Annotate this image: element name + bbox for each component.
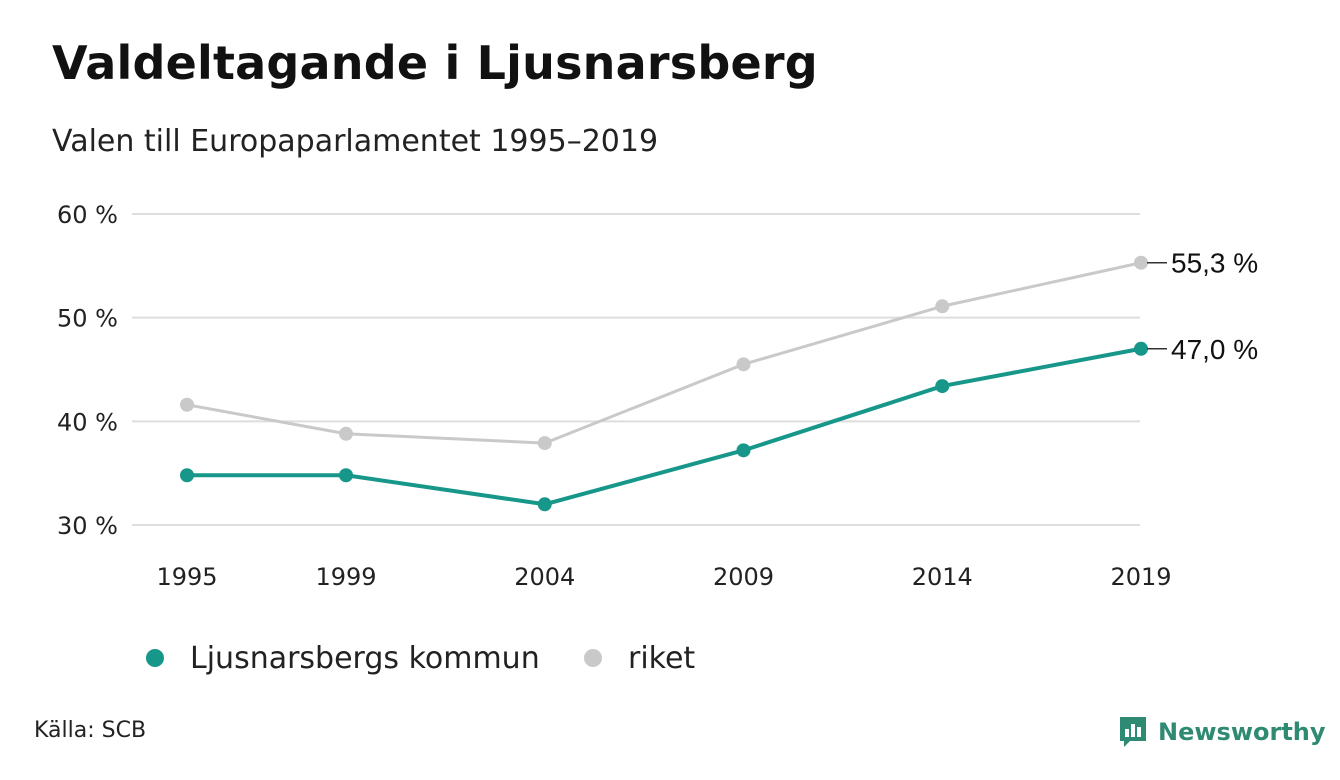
end-label-riket: 55,3 % <box>1171 248 1258 279</box>
data-point-riket-1999[interactable] <box>339 426 353 441</box>
legend-item-riket[interactable]: riket <box>584 636 695 680</box>
y-tick-label: 60 % <box>57 201 118 229</box>
series-line-riket <box>186 261 1142 445</box>
data-point-kommun-2004[interactable] <box>537 497 552 512</box>
data-point-riket-2009[interactable] <box>736 357 751 372</box>
data-point-riket-1995[interactable] <box>180 397 194 412</box>
line-chart: 30 % 40 % 50 % 60 % 1995 1999 2004 2009 2014 201… <box>57 201 1258 591</box>
data-point-riket-2019[interactable] <box>1134 255 1148 270</box>
legend-label-kommun: Ljusnarsbergs kommun <box>190 640 540 676</box>
end-label-kommun: 47,0 % <box>1171 334 1258 365</box>
x-tick-label: 2004 <box>514 563 575 591</box>
grid-layer <box>132 213 1140 526</box>
series-riket <box>180 255 1148 451</box>
series-line-kommun <box>187 346 1142 507</box>
data-point-kommun-1995[interactable] <box>180 468 194 483</box>
data-point-kommun-2019[interactable] <box>1134 341 1148 356</box>
x-tick-label: 2019 <box>1110 563 1171 591</box>
x-axis-ticks: 1995 1999 2004 2009 2014 2019 <box>156 563 1171 591</box>
y-tick-label: 40 % <box>57 408 118 436</box>
legend: Ljusnarsbergs kommun riket <box>0 636 1340 680</box>
brand-logo[interactable]: Newsworthy <box>1118 712 1326 752</box>
legend-item-kommun[interactable]: Ljusnarsbergs kommun <box>146 636 540 680</box>
legend-dot-riket <box>584 649 602 667</box>
data-point-kommun-2014[interactable] <box>935 379 950 394</box>
chart-subtitle: Valen till Europaparlamentet 1995–2019 <box>52 124 659 159</box>
brand-name: Newsworthy <box>1158 718 1326 746</box>
legend-label-riket: riket <box>628 640 696 676</box>
data-point-riket-2014[interactable] <box>935 299 950 314</box>
data-point-kommun-2009[interactable] <box>736 443 751 458</box>
series-layer <box>180 255 1148 512</box>
y-tick-label: 50 % <box>57 305 118 333</box>
y-tick-label: 30 % <box>57 512 118 540</box>
chart-title: Valdeltagande i Ljusnarsberg <box>52 36 818 90</box>
legend-dot-kommun <box>146 649 164 667</box>
x-tick-label: 1999 <box>315 563 376 591</box>
y-axis-ticks: 30 % 40 % 50 % 60 % <box>57 201 118 540</box>
source-note: Källa: SCB <box>34 718 147 743</box>
data-point-kommun-1999[interactable] <box>339 468 353 483</box>
end-labels: 55,3 % 47,0 % <box>1147 248 1258 365</box>
newsworthy-logo-icon <box>1120 717 1146 747</box>
series-kommun <box>180 341 1148 512</box>
x-tick-label: 2014 <box>912 563 973 591</box>
x-tick-label: 1995 <box>156 563 217 591</box>
x-tick-label: 2009 <box>713 563 774 591</box>
data-point-riket-2004[interactable] <box>537 436 552 451</box>
